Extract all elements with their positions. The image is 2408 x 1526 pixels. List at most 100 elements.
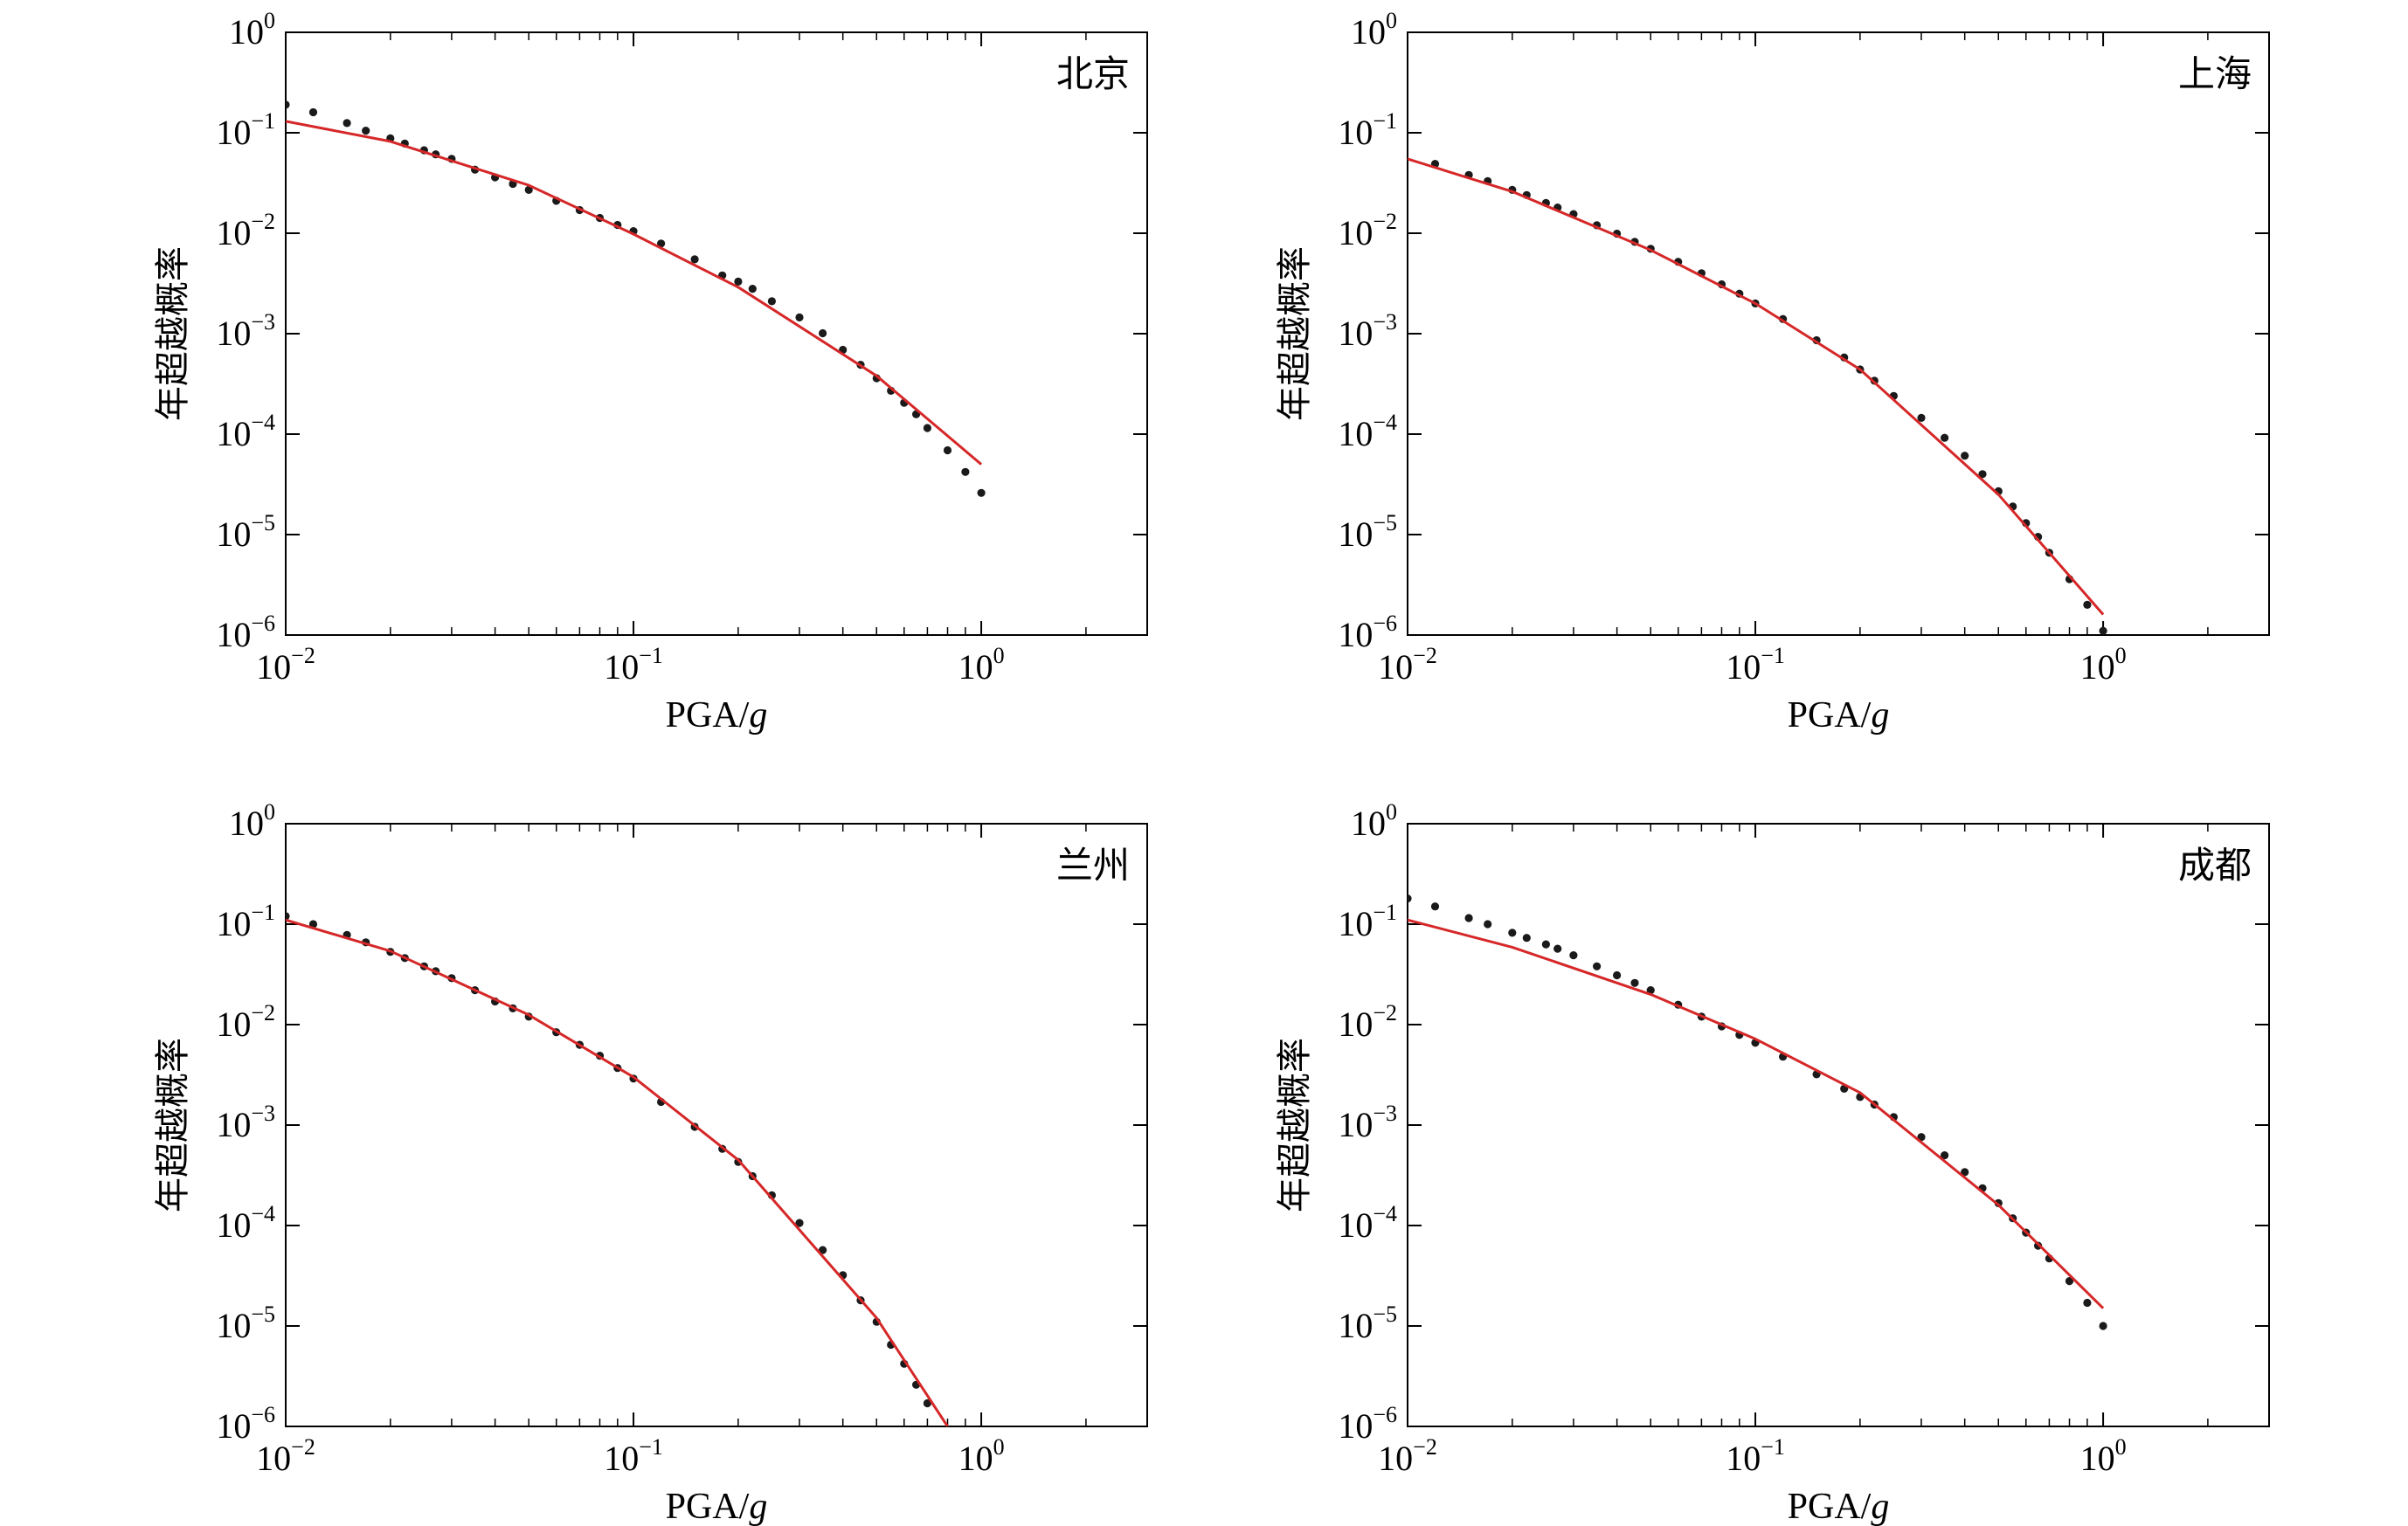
data-point [1646,986,1655,995]
y-tick-label: 10−2 [216,1000,275,1044]
data-point [734,277,743,286]
data-point [767,297,777,306]
data-point [657,239,666,248]
y-tick-label: 10−1 [216,108,275,152]
y-tick-label: 10−5 [1338,1302,1397,1345]
x-tick-label: 10−2 [256,643,315,687]
fit-curve-line [1408,157,2105,616]
data-point [286,912,290,921]
data-point [1508,929,1517,937]
x-tick-label: 10−1 [1726,643,1785,687]
y-tick-label: 10−2 [1338,1000,1397,1044]
data-point [286,100,290,109]
y-axis-title: 年超越概率 [1275,1038,1315,1212]
data-point [795,1219,804,1227]
data-points [1408,894,2107,1330]
y-tick-label: 10−6 [1338,1402,1397,1446]
data-point [1917,413,1926,422]
y-tick-label: 10−5 [1338,510,1397,554]
data-point [1541,940,1550,949]
y-axis-title: 年超越概率 [153,246,193,421]
x-axis-title: PGA/g [666,695,768,735]
x-tick-label: 100 [958,643,1005,687]
y-tick-label: 10−6 [216,611,275,654]
data-point [1961,1168,1969,1177]
y-tick-label: 10−1 [1338,108,1397,152]
y-tick-label: 10−4 [1338,1201,1397,1245]
x-tick-label: 100 [2080,1434,2127,1478]
y-tick-label: 10−3 [1338,1101,1397,1144]
y-tick-label: 10−3 [1338,309,1397,353]
panel-title: 北京 [1056,52,1130,95]
data-point [1430,902,1440,911]
y-tick-label: 10−4 [216,1201,275,1245]
chart-panel-4: 10−2 10−1 100 100 10−1 10−2 10−3 10−4 10−5 10−6 成都… [1275,799,2270,1526]
data-point [1978,470,1987,479]
data-point [923,1398,931,1408]
x-tick-label: 10−2 [256,1434,315,1478]
y-tick-label: 10−3 [216,1101,275,1144]
y-tick-label: 10−5 [216,1302,275,1345]
data-point [1961,452,1969,460]
data-point [1593,962,1602,970]
plot-frame [1407,31,2270,636]
data-point [795,313,804,321]
panel-title: 兰州 [1056,844,1130,887]
chart-panel-3: 10−2 10−1 100 100 10−1 10−2 10−3 10−4 10−5 10−6 兰州… [153,799,1148,1526]
y-tick-label: 10−1 [1338,900,1397,943]
data-point [362,127,370,135]
data-point [2083,1298,2092,1308]
data-point [748,285,757,293]
y-tick-label: 10−4 [1338,410,1397,453]
data-point [308,920,318,929]
data-point [1484,920,1492,929]
y-tick-label: 10−2 [1338,209,1397,252]
fit-curve-line [286,120,983,466]
data-point [524,185,533,194]
y-axis-title: 年超越概率 [1275,246,1315,421]
data-points [1430,160,2107,635]
fit-curve-line [1408,918,2105,1309]
y-tick-label: 10−4 [216,410,275,453]
data-point [1630,978,1639,987]
panel-title: 上海 [2178,52,2252,95]
y-axis-title: 年超越概率 [153,1038,193,1212]
data-point [1522,934,1531,943]
data-point [1464,914,1473,922]
data-point [961,467,970,476]
plot-frame [285,31,1148,636]
x-axis-title: PGA/g [1788,1487,1890,1526]
x-tick-label: 10−1 [604,1434,663,1478]
data-point [923,424,931,432]
data-point [308,107,318,117]
data-point [1569,951,1578,960]
chart-panel-1: 10−2 10−1 100 100 10−1 10−2 10−3 10−4 10−5 10−6 北京… [153,8,1148,735]
data-point [819,328,827,338]
x-tick-label: 100 [2080,643,2127,687]
data-points [286,100,986,497]
data-point [2099,626,2107,635]
data-point [1613,970,1622,980]
data-point [2083,600,2092,610]
minor-ticks [1512,32,2209,635]
y-tick-label: 100 [1351,8,1397,52]
fit-curve-line [286,918,949,1426]
minor-ticks [1512,824,2209,1426]
data-point [1917,1133,1926,1142]
data-point [343,119,351,128]
y-tick-label: 10−6 [216,1402,275,1446]
data-point [1408,894,1412,903]
minor-ticks [390,32,1087,635]
x-tick-label: 10−2 [1378,643,1437,687]
y-tick-label: 100 [229,799,275,843]
data-points [286,912,931,1408]
y-tick-label: 100 [229,8,275,52]
y-tick-label: 100 [1351,799,1397,843]
y-tick-label: 10−6 [1338,611,1397,654]
x-axis-title: PGA/g [666,1487,768,1526]
plot-frame [1407,823,2270,1427]
x-axis-title: PGA/g [1788,695,1890,735]
chart-panel-2: 10−2 10−1 100 100 10−1 10−2 10−3 10−4 10−5 10−6 上海… [1275,8,2270,735]
data-point [2065,1277,2074,1286]
